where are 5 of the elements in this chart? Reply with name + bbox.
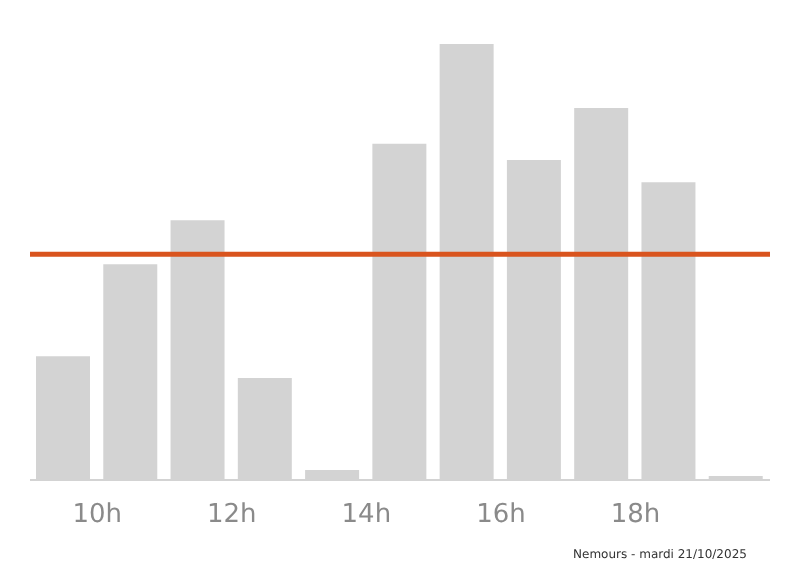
- x-tick-label: 10h: [72, 500, 123, 531]
- x-tick-label: 16h: [476, 500, 526, 531]
- x-tick-label: 18h: [610, 500, 661, 531]
- x-tick-label: 12h: [207, 500, 257, 531]
- x-tick-label: 14h: [341, 500, 392, 531]
